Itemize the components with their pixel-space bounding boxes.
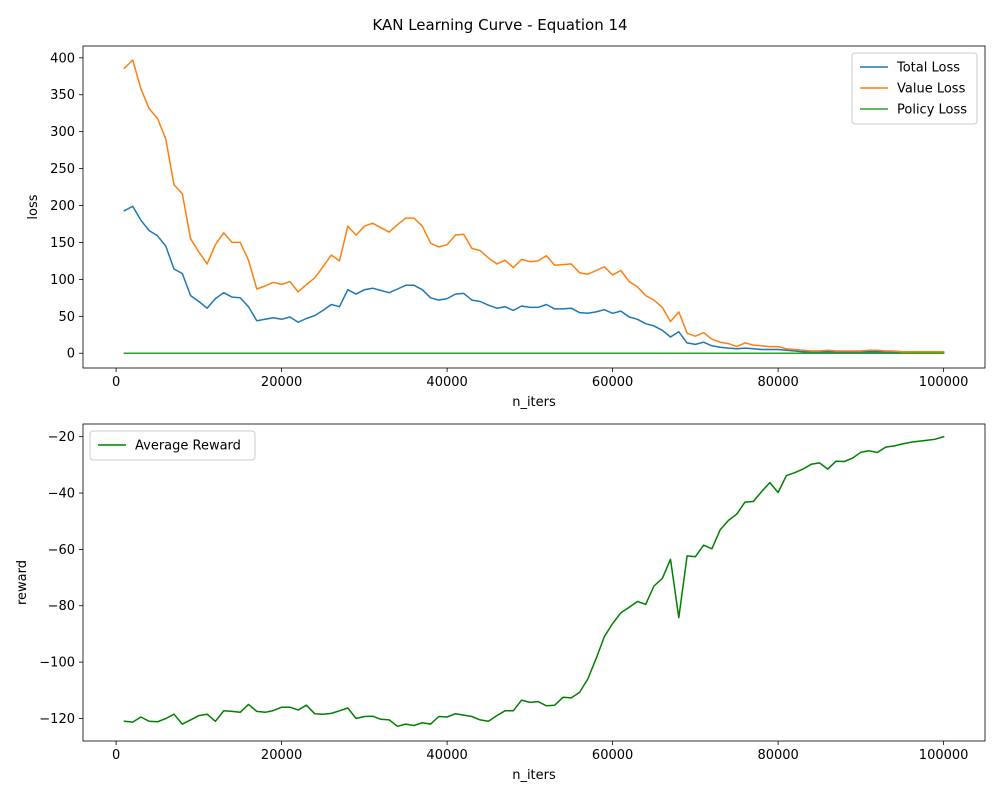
chart2-legend-label-1: Average Reward	[135, 439, 241, 454]
chart2-x-tick-label: 0	[112, 748, 120, 763]
chart1-x-tick-label: 0	[112, 375, 120, 390]
chart1-x-tick-label: 20000	[261, 375, 302, 390]
chart2-y-axis-label: reward	[15, 560, 30, 605]
chart1-legend-label-1: Total Loss	[896, 61, 960, 76]
chart1-y-tick-label: 250	[50, 162, 75, 177]
chart2-y-tick-label: −40	[48, 487, 75, 502]
chart2-y-tick-label: −120	[39, 712, 75, 727]
chart2-group: 0 20000 40000 60000 80000 100000 −120 −100 −80 −6…	[15, 423, 986, 783]
chart2-axes-frame	[82, 423, 986, 742]
chart1-axes-frame	[82, 45, 986, 369]
chart1-y-tick-label: 100	[50, 273, 75, 288]
chart2-x-axis-label: n_iters	[512, 768, 556, 783]
chart2-y-tick-label: −20	[48, 430, 75, 445]
chart1-y-tick-label: 150	[50, 236, 75, 251]
chart2-y-tick-label: −80	[48, 599, 75, 614]
chart2-legend: Average Reward	[89, 430, 256, 461]
chart1-x-tick-label: 100000	[919, 375, 969, 390]
chart2-x-tick-label: 80000	[757, 748, 798, 763]
chart2-legend-box	[89, 430, 256, 461]
chart1-x-axis-label: n_iters	[512, 395, 556, 410]
chart2-x-tick-label: 40000	[426, 748, 467, 763]
chart1-series-line-1	[123, 205, 945, 354]
chart2-y-tick-label: −100	[39, 656, 75, 671]
chart1-legend: Total Loss Value Loss Policy Loss	[851, 52, 978, 125]
chart2-x-tick-label: 60000	[592, 748, 633, 763]
chart1-x-tick-label: 60000	[592, 375, 633, 390]
chart1-legend-label-3: Policy Loss	[897, 103, 967, 118]
figure-title: KAN Learning Curve - Equation 14	[372, 16, 627, 34]
chart1-y-tick-label: 50	[58, 310, 75, 325]
chart2-y-tick-label: −60	[48, 543, 75, 558]
chart1-group: 0 20000 40000 60000 80000 100000 0 50 100 150 200 2…	[26, 45, 986, 410]
chart1-series-line-2	[123, 59, 945, 353]
chart1-legend-box	[851, 52, 978, 125]
chart1-y-tick-label: 0	[67, 347, 75, 362]
chart1-y-tick-label: 400	[50, 51, 75, 66]
chart1-y-tick-label: 350	[50, 88, 75, 103]
chart2-series-line-1	[123, 435, 945, 728]
chart2-x-tick-label: 20000	[261, 748, 302, 763]
chart1-x-tick-label: 40000	[426, 375, 467, 390]
chart2-x-tick-label: 100000	[919, 748, 969, 763]
chart1-y-tick-label: 200	[50, 199, 75, 214]
chart1-y-axis-label: loss	[26, 194, 41, 219]
chart1-legend-label-2: Value Loss	[897, 82, 966, 97]
chart1-y-tick-label: 300	[50, 125, 75, 140]
chart1-x-tick-label: 80000	[757, 375, 798, 390]
